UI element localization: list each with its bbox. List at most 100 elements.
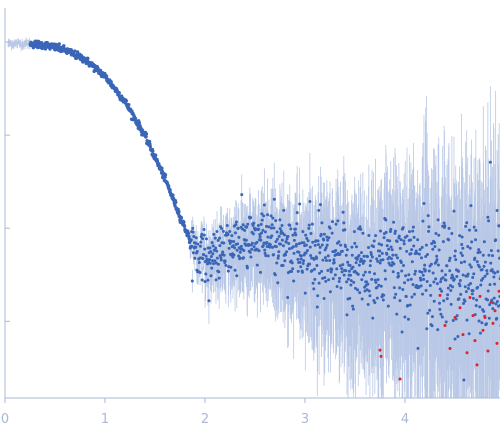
data-point	[274, 219, 278, 223]
data-point	[270, 245, 274, 249]
data-point	[327, 236, 331, 240]
data-point	[438, 301, 441, 305]
data-point	[331, 220, 335, 224]
data-point	[299, 257, 303, 261]
data-point	[495, 300, 499, 304]
data-point	[426, 311, 430, 315]
data-point	[375, 257, 379, 261]
data-point	[356, 288, 360, 292]
outlier-point	[486, 349, 490, 353]
data-point	[234, 220, 238, 224]
data-point	[48, 47, 52, 51]
data-point	[382, 236, 386, 240]
data-point	[35, 45, 40, 50]
data-point	[440, 315, 444, 319]
data-point	[432, 280, 436, 284]
data-point	[217, 270, 221, 274]
data-point	[435, 254, 439, 258]
data-point	[295, 222, 299, 226]
data-point	[378, 261, 382, 265]
data-point	[300, 241, 304, 245]
data-point	[419, 256, 423, 260]
data-point	[472, 225, 476, 229]
data-point	[302, 259, 306, 263]
data-point	[244, 238, 248, 242]
data-point	[292, 251, 296, 255]
data-point	[309, 254, 313, 257]
data-point	[344, 253, 348, 257]
data-point	[399, 261, 403, 265]
data-point	[401, 288, 405, 292]
data-point	[387, 247, 391, 251]
data-point	[266, 213, 270, 217]
data-point	[486, 298, 490, 302]
data-point	[373, 301, 377, 305]
data-point	[230, 234, 234, 238]
data-point	[496, 270, 500, 274]
data-point	[487, 253, 491, 257]
data-point	[340, 267, 344, 271]
data-point	[395, 312, 399, 316]
data-point	[462, 302, 466, 306]
data-point	[482, 264, 486, 268]
data-point	[211, 244, 215, 248]
data-point	[202, 253, 206, 257]
data-point	[209, 254, 213, 258]
data-point	[334, 222, 338, 226]
data-point	[396, 271, 400, 275]
data-point	[303, 291, 307, 295]
data-point	[494, 238, 498, 242]
data-point	[485, 269, 489, 273]
data-point	[466, 272, 470, 276]
data-point	[283, 259, 287, 263]
data-point	[192, 234, 196, 238]
data-point	[464, 224, 468, 228]
outlier-point	[379, 354, 383, 358]
data-point	[417, 252, 421, 256]
data-point	[412, 244, 416, 248]
outlier-point	[465, 351, 469, 355]
data-point	[416, 346, 420, 350]
data-point	[276, 281, 280, 285]
data-point	[260, 212, 264, 216]
data-point	[432, 299, 436, 303]
data-point	[488, 283, 492, 287]
data-point	[325, 243, 329, 247]
ticks: 0 1 2 3 4	[1, 41, 409, 427]
data-point	[204, 237, 208, 241]
data-point	[409, 277, 413, 281]
outlier-point	[438, 293, 442, 297]
data-point	[344, 269, 348, 273]
data-point	[368, 264, 372, 268]
data-point	[353, 269, 357, 273]
data-point	[270, 234, 274, 238]
data-point	[217, 276, 221, 280]
data-point	[359, 251, 363, 255]
data-point	[313, 267, 316, 271]
data-point	[208, 261, 212, 265]
outlier-points	[378, 289, 500, 381]
data-point	[398, 299, 402, 303]
data-point	[477, 248, 481, 252]
data-point	[144, 132, 149, 136]
data-point	[444, 273, 447, 277]
data-point	[415, 251, 419, 255]
data-point	[196, 242, 200, 246]
data-point	[399, 238, 403, 242]
data-point	[312, 287, 316, 291]
data-point	[280, 223, 284, 227]
data-point	[73, 49, 77, 53]
data-point	[313, 243, 317, 247]
data-point	[453, 254, 457, 258]
data-point	[477, 319, 481, 323]
data-point	[450, 232, 454, 236]
data-point	[347, 269, 351, 273]
data-point	[321, 258, 325, 262]
data-point	[148, 144, 152, 149]
data-point	[424, 288, 428, 292]
data-point	[381, 298, 385, 302]
data-point	[268, 243, 272, 247]
data-point	[310, 269, 314, 273]
data-point	[338, 252, 342, 256]
data-point	[117, 91, 121, 95]
